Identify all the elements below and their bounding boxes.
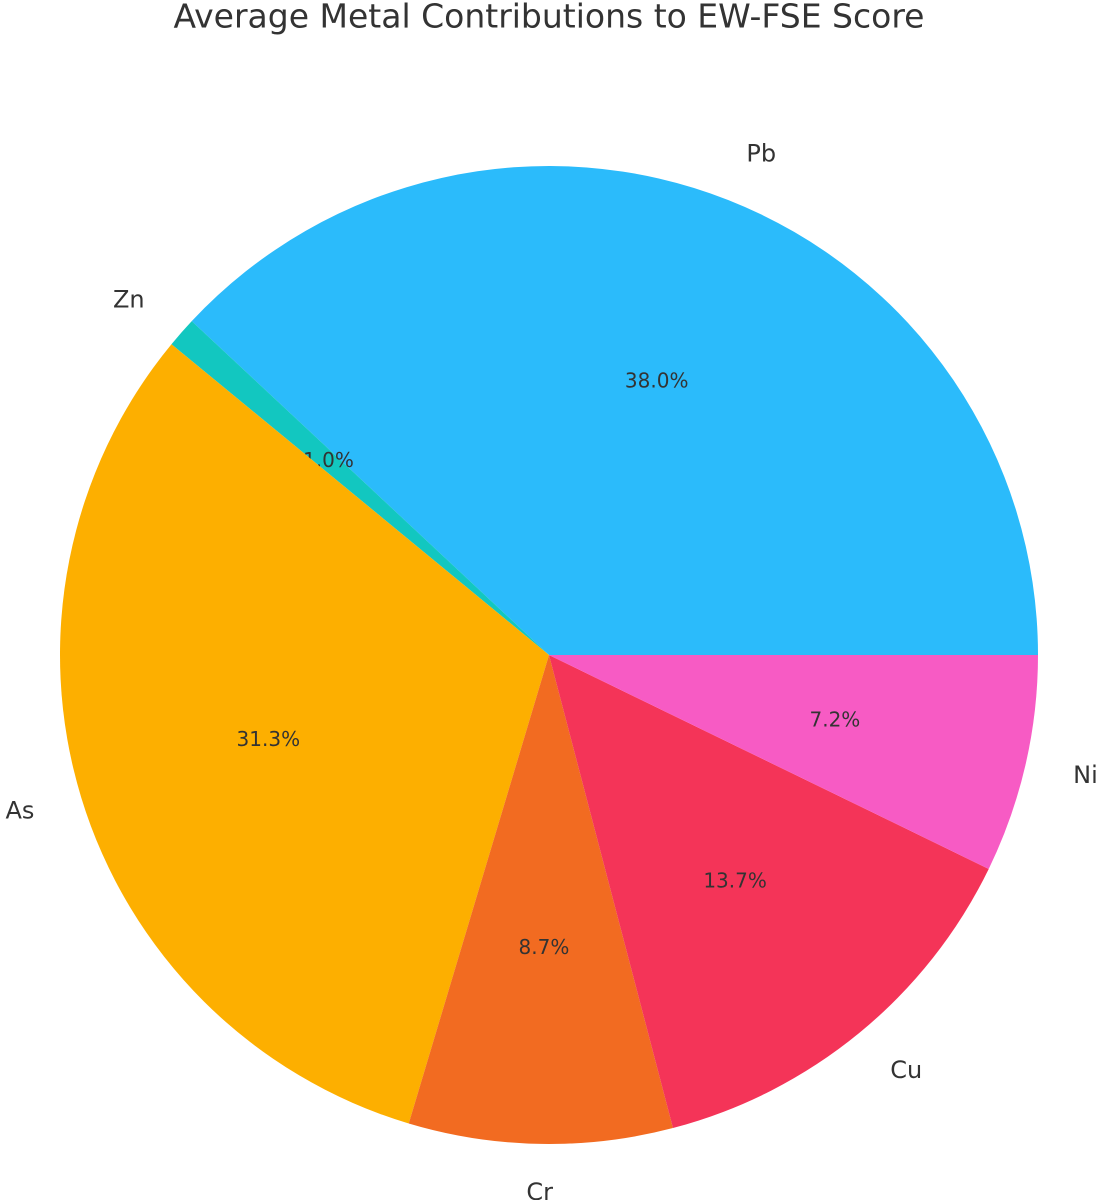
slice-label: Pb (746, 140, 776, 168)
slice-label: Zn (113, 285, 145, 313)
pie-slice (549, 655, 1038, 869)
value-label: 13.7% (703, 868, 767, 892)
chart-title: Average Metal Contributions to EW-FSE Sc… (174, 0, 925, 36)
value-label: 31.3% (237, 727, 301, 751)
pie-slice (59, 344, 550, 1124)
value-label: 8.7% (519, 935, 570, 959)
value-label: 38.0% (625, 369, 689, 393)
slice-label: Cr (526, 1178, 553, 1200)
slice-label: Ni (1073, 761, 1098, 789)
slice-label: As (6, 797, 35, 825)
slice-label: Cu (890, 1056, 922, 1084)
pie-slice (171, 321, 549, 655)
value-label: 7.2% (810, 707, 861, 731)
pie-slice (191, 166, 1038, 655)
pie-slice (549, 655, 989, 1129)
pie-slice (408, 655, 673, 1144)
